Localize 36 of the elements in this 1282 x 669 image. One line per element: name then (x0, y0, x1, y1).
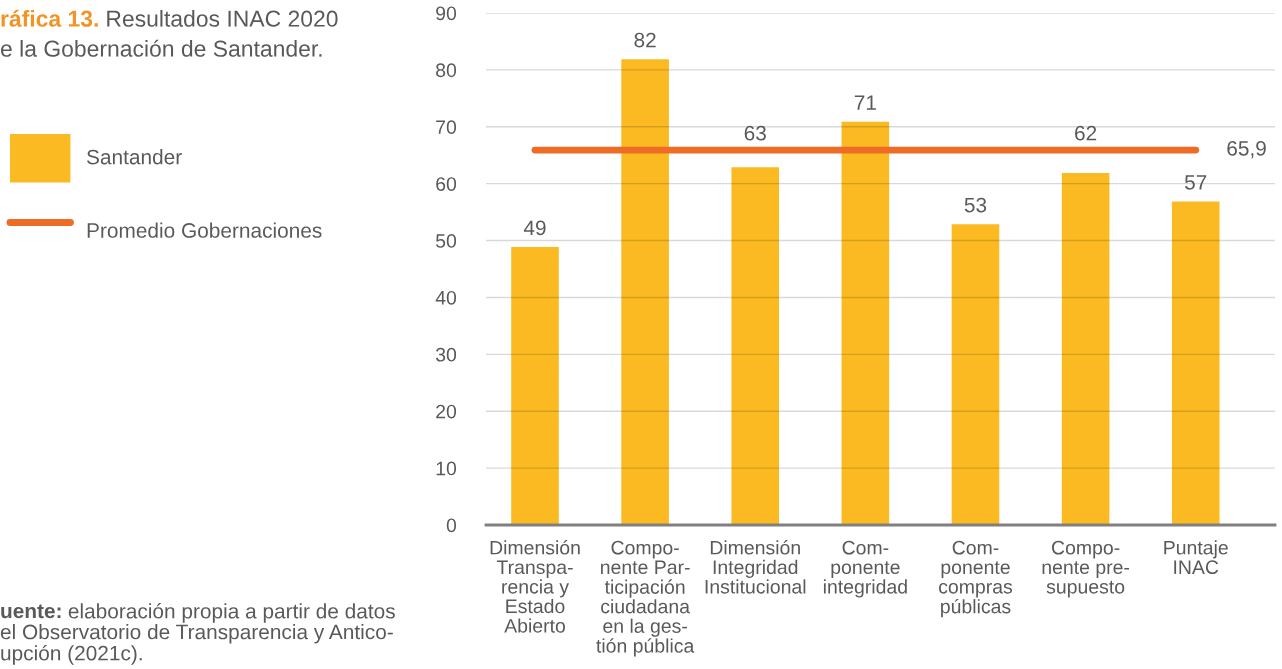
bar (840, 120, 891, 525)
x-tick-label: Com- ponente integridad (823, 540, 907, 598)
bar (619, 57, 671, 525)
bar (950, 222, 1001, 525)
text: uente: elaboración propia a partir de datos el Observatorio de Transparencia y Antico- upción (2021c). (0, 603, 395, 665)
x-tick-label: Compo- nente Par- ticipación ciudadana en la ges- tión pública (596, 540, 695, 657)
y-tick-label: 50 (435, 234, 457, 248)
bar (730, 165, 781, 525)
x-tick-label: Puntaje INAC (1164, 540, 1228, 575)
bar (509, 245, 561, 525)
y-tick-label: 90 (436, 6, 457, 21)
x-tick-label: Compo- nente pre- supuesto (1042, 540, 1130, 598)
legend-label: Promedio Gobernaciones (87, 222, 322, 238)
data-label: 65,9 (1227, 140, 1266, 159)
x-tick-label: Dimensión Transpa- rencia y Estado Abierto (490, 540, 580, 633)
x-tick-label: Dimensión Integridad Institucional (705, 540, 806, 594)
y-tick-label: 70 (436, 120, 457, 135)
x-tick-label: Com- ponente compras públicas (939, 540, 1013, 618)
y-tick-label: 80 (436, 63, 457, 78)
legend-label: Santander (86, 149, 182, 165)
y-tick-label: 30 (435, 347, 457, 362)
data-label: 57 (1184, 175, 1207, 190)
data-label: 63 (744, 125, 766, 141)
y-tick-label: 40 (435, 290, 457, 305)
y-tick-label: 60 (436, 177, 457, 191)
data-label: 53 (964, 197, 987, 213)
y-tick-label: 10 (436, 461, 457, 476)
bar (1060, 171, 1111, 525)
data-label: 82 (634, 32, 656, 48)
data-label: 62 (1075, 125, 1097, 141)
y-tick-label: 0 (446, 518, 457, 533)
data-label: 49 (523, 220, 546, 236)
bar (1170, 200, 1221, 525)
data-label: 71 (854, 95, 876, 110)
y-tick-label: 20 (436, 404, 457, 419)
text: ráfica 13. Resultados INAC 2020 e la Gobernación de Santander. (0, 9, 338, 57)
